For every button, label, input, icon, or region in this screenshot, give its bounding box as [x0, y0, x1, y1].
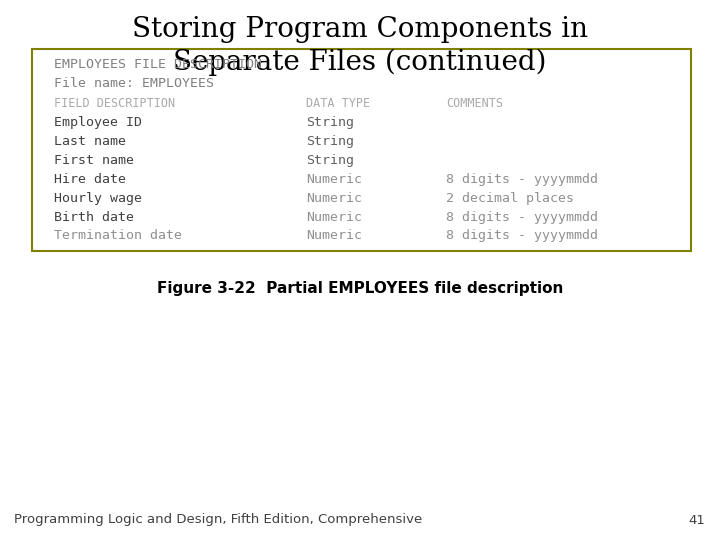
- Text: Numeric: Numeric: [306, 173, 362, 186]
- Text: EMPLOYEES FILE DESCRIPTION: EMPLOYEES FILE DESCRIPTION: [54, 58, 262, 71]
- Text: DATA TYPE: DATA TYPE: [306, 97, 370, 110]
- Text: Hourly wage: Hourly wage: [54, 192, 142, 205]
- Text: Storing Program Components in
Separate Files (continued): Storing Program Components in Separate F…: [132, 16, 588, 76]
- Text: 8 digits - yyyymmdd: 8 digits - yyyymmdd: [446, 211, 598, 224]
- Text: Last name: Last name: [54, 135, 126, 148]
- Text: String: String: [306, 135, 354, 148]
- Text: String: String: [306, 116, 354, 129]
- Text: FIELD DESCRIPTION: FIELD DESCRIPTION: [54, 97, 175, 110]
- Text: 41: 41: [689, 514, 706, 526]
- Text: Programming Logic and Design, Fifth Edition, Comprehensive: Programming Logic and Design, Fifth Edit…: [14, 514, 423, 526]
- Text: Numeric: Numeric: [306, 230, 362, 242]
- Text: Birth date: Birth date: [54, 211, 134, 224]
- Text: Termination date: Termination date: [54, 230, 182, 242]
- Text: Hire date: Hire date: [54, 173, 126, 186]
- Text: 8 digits - yyyymmdd: 8 digits - yyyymmdd: [446, 173, 598, 186]
- Text: String: String: [306, 154, 354, 167]
- Text: First name: First name: [54, 154, 134, 167]
- Text: 8 digits - yyyymmdd: 8 digits - yyyymmdd: [446, 230, 598, 242]
- Text: Employee ID: Employee ID: [54, 116, 142, 129]
- FancyBboxPatch shape: [32, 49, 691, 251]
- Text: Numeric: Numeric: [306, 211, 362, 224]
- Text: Numeric: Numeric: [306, 192, 362, 205]
- Text: File name: EMPLOYEES: File name: EMPLOYEES: [54, 77, 214, 90]
- Text: COMMENTS: COMMENTS: [446, 97, 503, 110]
- Text: Figure 3-22  Partial EMPLOYEES file description: Figure 3-22 Partial EMPLOYEES file descr…: [157, 281, 563, 296]
- Text: 2 decimal places: 2 decimal places: [446, 192, 575, 205]
